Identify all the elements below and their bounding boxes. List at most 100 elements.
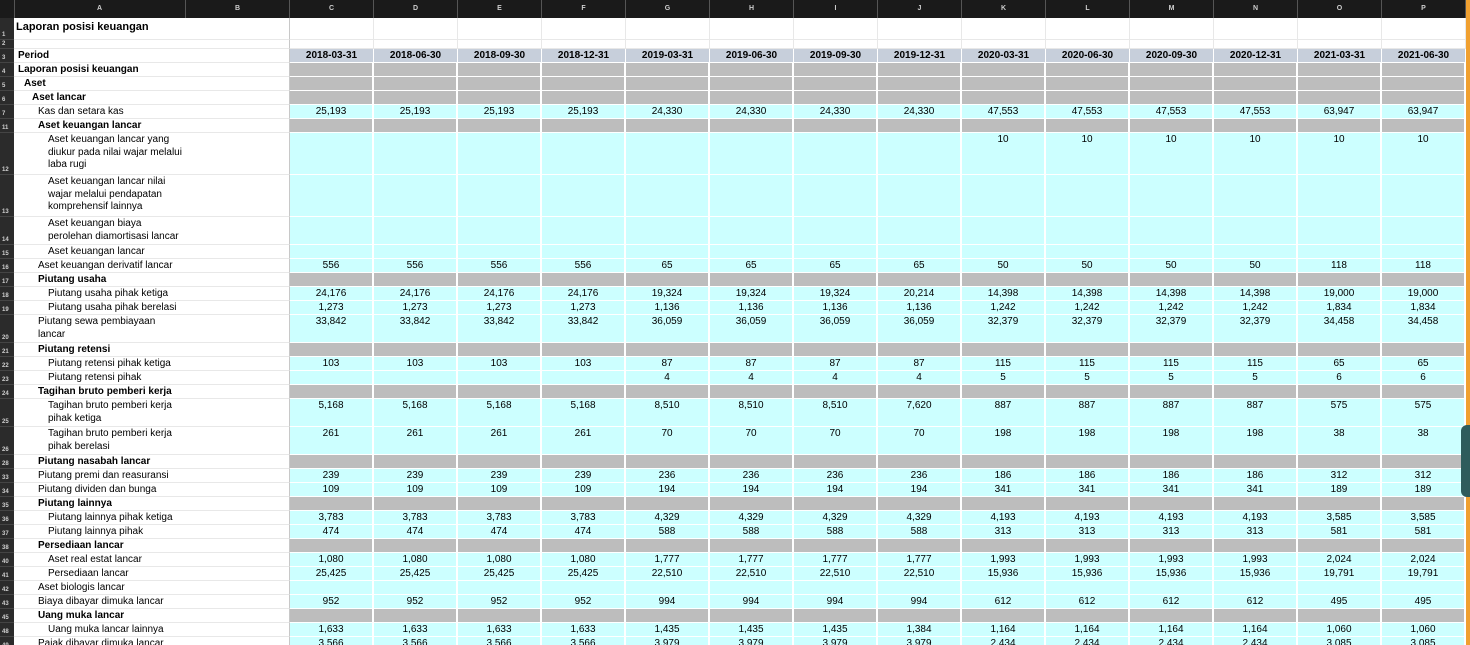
section-cell[interactable] — [458, 497, 542, 511]
value-cell[interactable] — [542, 581, 626, 595]
cell-grid[interactable]: Laporan posisi keuangan Period 2018-03-31 2… — [14, 18, 1466, 645]
value-cell[interactable] — [626, 217, 710, 245]
row-header[interactable]: 45 — [0, 609, 14, 623]
value-cell[interactable]: 24,330 — [794, 105, 878, 119]
section-cell[interactable] — [1298, 119, 1382, 133]
value-cell[interactable]: 3,783 — [458, 511, 542, 525]
value-cell[interactable]: 4,329 — [878, 511, 962, 525]
period-header-cell[interactable]: 2019-03-31 — [626, 49, 710, 63]
row-label-cell[interactable]: Piutang premi dan reasuransi — [14, 469, 290, 483]
value-cell[interactable]: 261 — [290, 427, 374, 455]
section-cell[interactable] — [1382, 77, 1466, 91]
period-header-cell[interactable]: 2020-12-31 — [1214, 49, 1298, 63]
value-cell[interactable]: 3,979 — [710, 637, 794, 645]
value-cell[interactable]: 612 — [1130, 595, 1214, 609]
row-header[interactable]: 7 — [0, 105, 14, 119]
row-header[interactable]: 17 — [0, 273, 14, 287]
value-cell[interactable]: 5,168 — [458, 399, 542, 427]
value-cell[interactable] — [290, 133, 374, 175]
section-cell[interactable] — [794, 63, 878, 77]
row-label-cell[interactable]: Persediaan lancar — [14, 567, 290, 581]
value-cell[interactable]: 186 — [1046, 469, 1130, 483]
section-cell[interactable] — [290, 455, 374, 469]
value-cell[interactable] — [458, 217, 542, 245]
section-cell[interactable] — [1382, 497, 1466, 511]
value-cell[interactable] — [1214, 245, 1298, 259]
value-cell[interactable]: 588 — [794, 525, 878, 539]
section-cell[interactable] — [458, 343, 542, 357]
section-cell[interactable] — [290, 343, 374, 357]
row-label-cell[interactable]: Aset keuangan lancar yang diukur pada ni… — [14, 133, 290, 175]
period-header-cell[interactable]: 2019-09-30 — [794, 49, 878, 63]
value-cell[interactable] — [794, 245, 878, 259]
section-cell[interactable] — [1382, 119, 1466, 133]
value-cell[interactable]: 1,435 — [710, 623, 794, 637]
section-cell[interactable] — [1046, 343, 1130, 357]
column-header-c[interactable]: C — [290, 0, 374, 18]
value-cell[interactable]: 10 — [1298, 133, 1382, 175]
empty-cell[interactable] — [458, 40, 542, 49]
value-cell[interactable]: 25,193 — [542, 105, 626, 119]
value-cell[interactable]: 994 — [878, 595, 962, 609]
value-cell[interactable] — [542, 175, 626, 217]
value-cell[interactable]: 1,273 — [542, 301, 626, 315]
value-cell[interactable]: 118 — [1382, 259, 1466, 273]
value-cell[interactable]: 556 — [542, 259, 626, 273]
section-cell[interactable] — [290, 77, 374, 91]
value-cell[interactable]: 33,842 — [374, 315, 458, 343]
section-cell[interactable] — [794, 119, 878, 133]
row-header[interactable]: 48 — [0, 623, 14, 637]
section-cell[interactable] — [542, 455, 626, 469]
section-cell[interactable] — [794, 609, 878, 623]
value-cell[interactable] — [374, 371, 458, 385]
section-cell[interactable] — [1214, 609, 1298, 623]
value-cell[interactable]: 25,425 — [290, 567, 374, 581]
row-label-cell[interactable]: Aset keuangan lancar — [14, 119, 290, 133]
value-cell[interactable] — [1130, 217, 1214, 245]
value-cell[interactable]: 1,136 — [626, 301, 710, 315]
value-cell[interactable]: 887 — [1130, 399, 1214, 427]
value-cell[interactable]: 952 — [458, 595, 542, 609]
value-cell[interactable]: 198 — [962, 427, 1046, 455]
value-cell[interactable]: 198 — [1130, 427, 1214, 455]
row-label-cell[interactable]: Aset keuangan derivatif lancar — [14, 259, 290, 273]
section-cell[interactable] — [1130, 385, 1214, 399]
column-header-a[interactable]: A — [14, 0, 186, 18]
section-cell[interactable] — [1298, 455, 1382, 469]
value-cell[interactable]: 952 — [542, 595, 626, 609]
value-cell[interactable] — [710, 175, 794, 217]
value-cell[interactable]: 3,979 — [878, 637, 962, 645]
value-cell[interactable] — [542, 133, 626, 175]
empty-cell[interactable] — [962, 40, 1046, 49]
value-cell[interactable]: 109 — [542, 483, 626, 497]
section-cell[interactable] — [374, 63, 458, 77]
section-cell[interactable] — [290, 273, 374, 287]
value-cell[interactable]: 4,193 — [1046, 511, 1130, 525]
section-cell[interactable] — [878, 343, 962, 357]
value-cell[interactable]: 588 — [878, 525, 962, 539]
section-cell[interactable] — [962, 77, 1046, 91]
section-cell[interactable] — [1130, 119, 1214, 133]
value-cell[interactable]: 15,936 — [1130, 567, 1214, 581]
value-cell[interactable]: 612 — [1046, 595, 1130, 609]
value-cell[interactable]: 50 — [1130, 259, 1214, 273]
section-cell[interactable] — [878, 77, 962, 91]
value-cell[interactable]: 1,384 — [878, 623, 962, 637]
value-cell[interactable]: 22,510 — [878, 567, 962, 581]
section-cell[interactable] — [710, 77, 794, 91]
value-cell[interactable]: 103 — [458, 357, 542, 371]
value-cell[interactable]: 32,379 — [962, 315, 1046, 343]
section-cell[interactable] — [710, 91, 794, 105]
value-cell[interactable]: 8,510 — [626, 399, 710, 427]
value-cell[interactable] — [542, 371, 626, 385]
value-cell[interactable]: 239 — [290, 469, 374, 483]
value-cell[interactable]: 70 — [710, 427, 794, 455]
section-cell[interactable] — [1298, 539, 1382, 553]
value-cell[interactable] — [1382, 245, 1466, 259]
section-cell[interactable] — [710, 497, 794, 511]
value-cell[interactable] — [1298, 217, 1382, 245]
row-label-cell[interactable]: Tagihan bruto pemberi kerja pihak berela… — [14, 427, 290, 455]
empty-cell[interactable] — [794, 18, 878, 40]
section-cell[interactable] — [374, 77, 458, 91]
section-cell[interactable] — [1046, 609, 1130, 623]
